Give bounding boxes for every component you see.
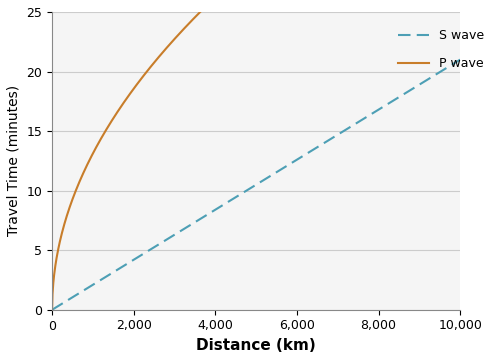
X-axis label: Distance (km): Distance (km) xyxy=(196,338,316,353)
P wave xyxy=(91,150,97,154)
S wave xyxy=(229,197,235,202)
S wave xyxy=(457,58,463,62)
Legend: S wave, P wave: S wave, P wave xyxy=(393,24,490,75)
P wave xyxy=(49,307,55,312)
S wave xyxy=(330,136,336,140)
S wave xyxy=(374,108,380,112)
Line: P wave: P wave xyxy=(52,0,460,310)
Y-axis label: Travel Time (minutes): Travel Time (minutes) xyxy=(7,85,21,237)
S wave xyxy=(91,282,97,287)
Line: S wave: S wave xyxy=(52,60,460,310)
S wave xyxy=(368,113,374,117)
S wave xyxy=(49,307,55,312)
S wave xyxy=(214,206,220,211)
